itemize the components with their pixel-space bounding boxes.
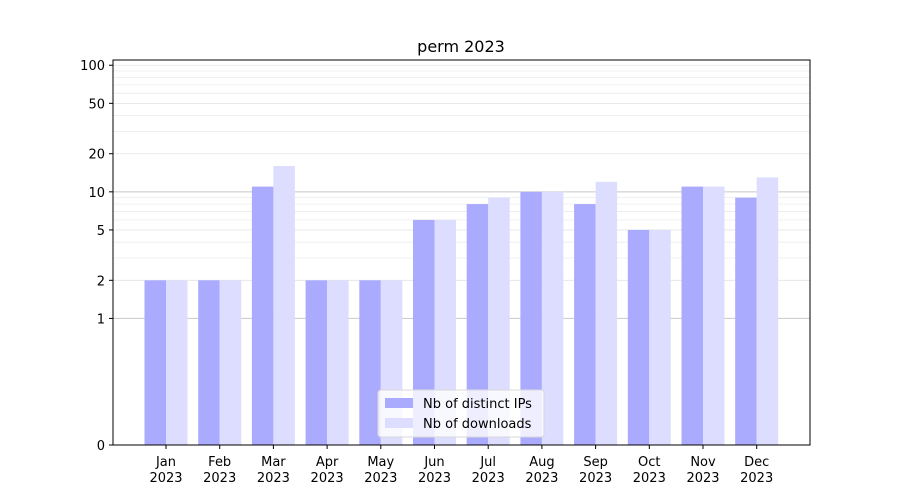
- x-tick-label-month: Jun: [423, 455, 444, 470]
- x-tick-label-year: 2023: [257, 471, 290, 486]
- bar-downloads: [649, 229, 671, 445]
- x-tick-label-month: Nov: [690, 455, 716, 470]
- x-tick-label-year: 2023: [418, 471, 451, 486]
- x-tick-label-month: Dec: [744, 455, 769, 470]
- bar-distinct-ips: [466, 204, 489, 445]
- x-axis: Jan2023Feb2023Mar2023Apr2023May2023Jun20…: [149, 445, 773, 486]
- x-tick-label-month: Aug: [529, 455, 554, 470]
- plot-frame: [112, 59, 811, 446]
- bar-distinct-ips: [681, 186, 703, 446]
- x-tick-label-year: 2023: [579, 471, 612, 486]
- x-tick-label-month: Sep: [583, 455, 608, 470]
- legend-label: Nb of downloads: [423, 417, 532, 432]
- bar-distinct-ips: [735, 197, 757, 445]
- x-tick-label-year: 2023: [203, 471, 236, 486]
- y-tick-label: 10: [88, 186, 105, 201]
- x-tick-label-month: May: [367, 455, 394, 470]
- x-tick-label-month: Mar: [261, 455, 286, 470]
- legend-swatch: [385, 398, 413, 408]
- y-tick-label: 5: [97, 224, 105, 239]
- x-tick-label-year: 2023: [149, 471, 182, 486]
- x-tick-label-month: Feb: [208, 455, 231, 470]
- bar-downloads: [273, 165, 295, 446]
- bar-distinct-ips: [627, 229, 650, 445]
- bar-distinct-ips: [251, 186, 274, 446]
- bar-distinct-ips: [359, 280, 381, 445]
- bar-downloads: [703, 186, 725, 446]
- x-tick-label-month: Apr: [316, 455, 339, 470]
- bar-downloads: [595, 181, 618, 445]
- y-axis: 0 1 2 5 10 20 50 100: [80, 59, 113, 454]
- x-tick-label-year: 2023: [633, 471, 666, 486]
- y-tick-label: 20: [88, 148, 105, 163]
- x-tick-label-year: 2023: [686, 471, 719, 486]
- y-tick-label: 100: [80, 59, 105, 74]
- bar-downloads: [541, 191, 564, 445]
- bar-downloads: [756, 177, 779, 446]
- x-tick-label-year: 2023: [525, 471, 558, 486]
- x-tick-label-month: Jan: [155, 455, 176, 470]
- x-tick-label-year: 2023: [311, 471, 344, 486]
- x-tick-label-month: Jul: [479, 455, 496, 470]
- bar-distinct-ips: [520, 191, 542, 445]
- y-tick-label: 0: [97, 439, 105, 454]
- y-tick-label: 1: [97, 312, 105, 327]
- bar-distinct-ips: [198, 280, 220, 445]
- y-tick-label: 50: [88, 97, 105, 112]
- legend-box: [377, 389, 545, 438]
- x-tick-label-year: 2023: [364, 471, 397, 486]
- x-tick-label-month: Oct: [638, 455, 660, 470]
- bar-downloads: [327, 280, 349, 445]
- bar-downloads: [488, 197, 510, 445]
- legend-label: Nb of distinct IPs: [423, 397, 532, 412]
- bar-distinct-ips: [305, 280, 328, 445]
- y-tick-label: 2: [97, 274, 105, 289]
- legend-swatch: [385, 418, 413, 428]
- bar-distinct-ips: [144, 280, 166, 445]
- x-tick-label-year: 2023: [472, 471, 505, 486]
- bar-downloads: [434, 219, 456, 445]
- bar-distinct-ips: [574, 204, 596, 445]
- x-tick-label-year: 2023: [740, 471, 773, 486]
- chart-title: perm 2023: [417, 37, 505, 56]
- bar-downloads: [166, 280, 188, 445]
- bar-distinct-ips: [413, 219, 435, 445]
- bar-downloads: [219, 280, 242, 445]
- legend: Nb of distinct IPs Nb of downloads: [377, 389, 545, 438]
- bars: [144, 165, 779, 446]
